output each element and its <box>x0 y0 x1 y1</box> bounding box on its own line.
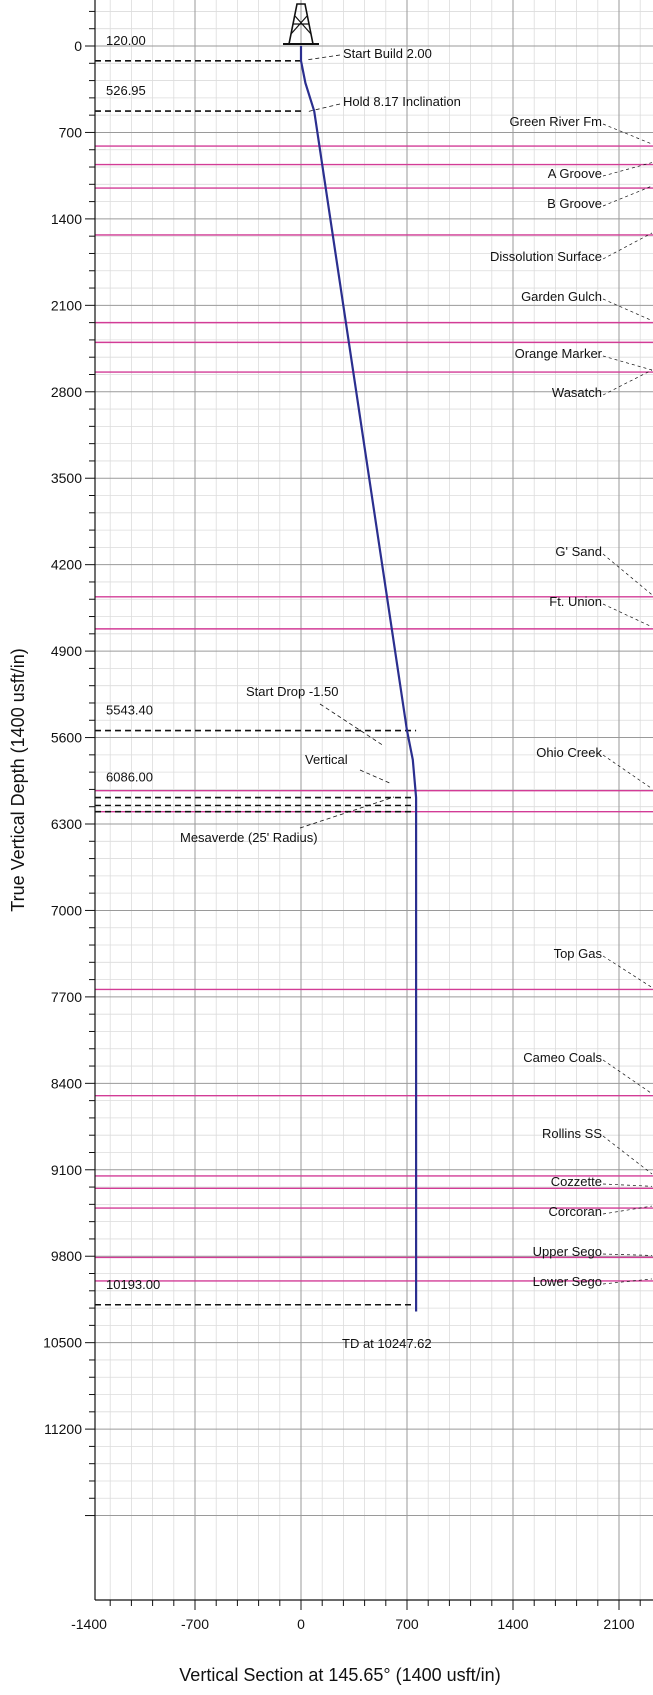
x-tick-label: -700 <box>181 1616 209 1632</box>
wellpath-line <box>299 46 418 1312</box>
y-tick-label: 700 <box>59 124 83 140</box>
formation-leader <box>602 232 653 260</box>
marker-depth-label: 5543.40 <box>106 703 153 718</box>
formation-label: A Groove <box>548 166 602 181</box>
y-tick-label: 11200 <box>44 1421 82 1437</box>
x-tick-label: 0 <box>297 1616 305 1632</box>
y-tick-label: 7700 <box>51 989 82 1005</box>
formation-leader <box>602 355 653 371</box>
formation-label: Garden Gulch <box>521 289 602 304</box>
formation-label: Rollins SS <box>542 1126 602 1141</box>
y-tick-label: 7000 <box>51 902 82 918</box>
derrick-bracing <box>290 15 312 35</box>
formation-leader <box>602 1253 653 1256</box>
wellpath <box>299 46 418 1312</box>
y-tick-label: 8400 <box>51 1075 82 1091</box>
y-axis-label: True Vertical Depth (1400 usft/in) <box>8 648 28 911</box>
formation-leader <box>602 553 653 596</box>
formation-leader <box>602 185 653 207</box>
x-tick-label: 1400 <box>497 1616 528 1632</box>
event-annotation: TD at 10247.62 <box>342 1336 432 1351</box>
formation-leader <box>602 955 653 988</box>
formation-label: G' Sand <box>555 544 602 559</box>
axes: 0700140021002800350042004900560063007000… <box>43 0 653 1632</box>
marker-depth-label: 120.00 <box>106 33 146 48</box>
event-annotation: Mesaverde (25' Radius) <box>180 830 318 845</box>
y-tick-label: 3500 <box>51 470 82 486</box>
formation-leader <box>602 123 653 145</box>
y-tick-label: 5600 <box>51 730 82 746</box>
x-tick-label: 700 <box>395 1616 419 1632</box>
marker-depth-label: 10193.00 <box>106 1277 160 1292</box>
formation-label: Dissolution Surface <box>490 249 602 264</box>
y-tick-label: 1400 <box>51 211 82 227</box>
formation-label: B Groove <box>547 196 602 211</box>
depth-marker-lines <box>95 60 417 1306</box>
x-tick-label: 2100 <box>603 1616 634 1632</box>
annotation-leader <box>359 769 393 785</box>
y-tick-label: 4200 <box>51 557 82 573</box>
y-tick-label: 9100 <box>51 1162 82 1178</box>
formation-label: Cameo Coals <box>523 1050 602 1065</box>
y-tick-label: 4900 <box>51 643 82 659</box>
y-tick-label: 6300 <box>51 816 82 832</box>
formation-label: Orange Marker <box>515 346 603 361</box>
x-tick-label: -1400 <box>71 1616 107 1632</box>
formation-label: Cozzette <box>551 1174 602 1189</box>
annotation-leader <box>319 703 385 747</box>
y-tick-label: 9800 <box>51 1248 82 1264</box>
y-tick-label: 0 <box>74 38 82 54</box>
y-tick-label: 10500 <box>43 1335 82 1351</box>
formation-leader <box>602 1183 653 1187</box>
formation-leader <box>602 1205 653 1215</box>
formation-leader <box>602 1278 653 1285</box>
formation-leader <box>602 162 653 177</box>
y-tick-label: 2100 <box>51 297 82 313</box>
event-annotation: Start Drop -1.50 <box>246 684 339 699</box>
formation-leader <box>602 298 653 321</box>
marker-depth-label: 526.95 <box>106 83 146 98</box>
formation-lines <box>95 145 653 1282</box>
formation-label: Ohio Creek <box>536 745 602 760</box>
formation-leader <box>602 1135 653 1175</box>
derrick-icon <box>283 3 319 45</box>
x-axis-label: Vertical Section at 145.65° (1400 usft/i… <box>179 1665 500 1685</box>
formation-label: Upper Sego <box>533 1244 602 1259</box>
minor-grid <box>95 0 653 1600</box>
major-grid <box>95 0 653 1600</box>
formation-label: Green River Fm <box>510 114 602 129</box>
annotations: 120.00 526.95 5543.40 6086.00 10193.00 Start … <box>106 33 653 1351</box>
event-annotation: Hold 8.17 Inclination <box>343 94 461 109</box>
event-annotation: Start Build 2.00 <box>343 46 432 61</box>
y-tick-label: 2800 <box>51 384 82 400</box>
event-annotation: Vertical <box>305 752 348 767</box>
annotation-leader <box>299 796 395 829</box>
annotation-leader <box>305 103 341 113</box>
formation-label: Wasatch <box>552 385 602 400</box>
formation-label: Ft. Union <box>549 594 602 609</box>
formation-label: Corcoran <box>549 1204 602 1219</box>
formation-leader <box>602 603 653 628</box>
formation-label: Top Gas <box>554 946 603 961</box>
formation-leader <box>602 369 653 396</box>
formation-leader <box>602 754 653 789</box>
annotation-leader <box>305 54 341 61</box>
formation-label: Lower Sego <box>533 1274 602 1289</box>
marker-depth-label: 6086.00 <box>106 770 153 785</box>
formation-leader <box>602 1059 653 1094</box>
